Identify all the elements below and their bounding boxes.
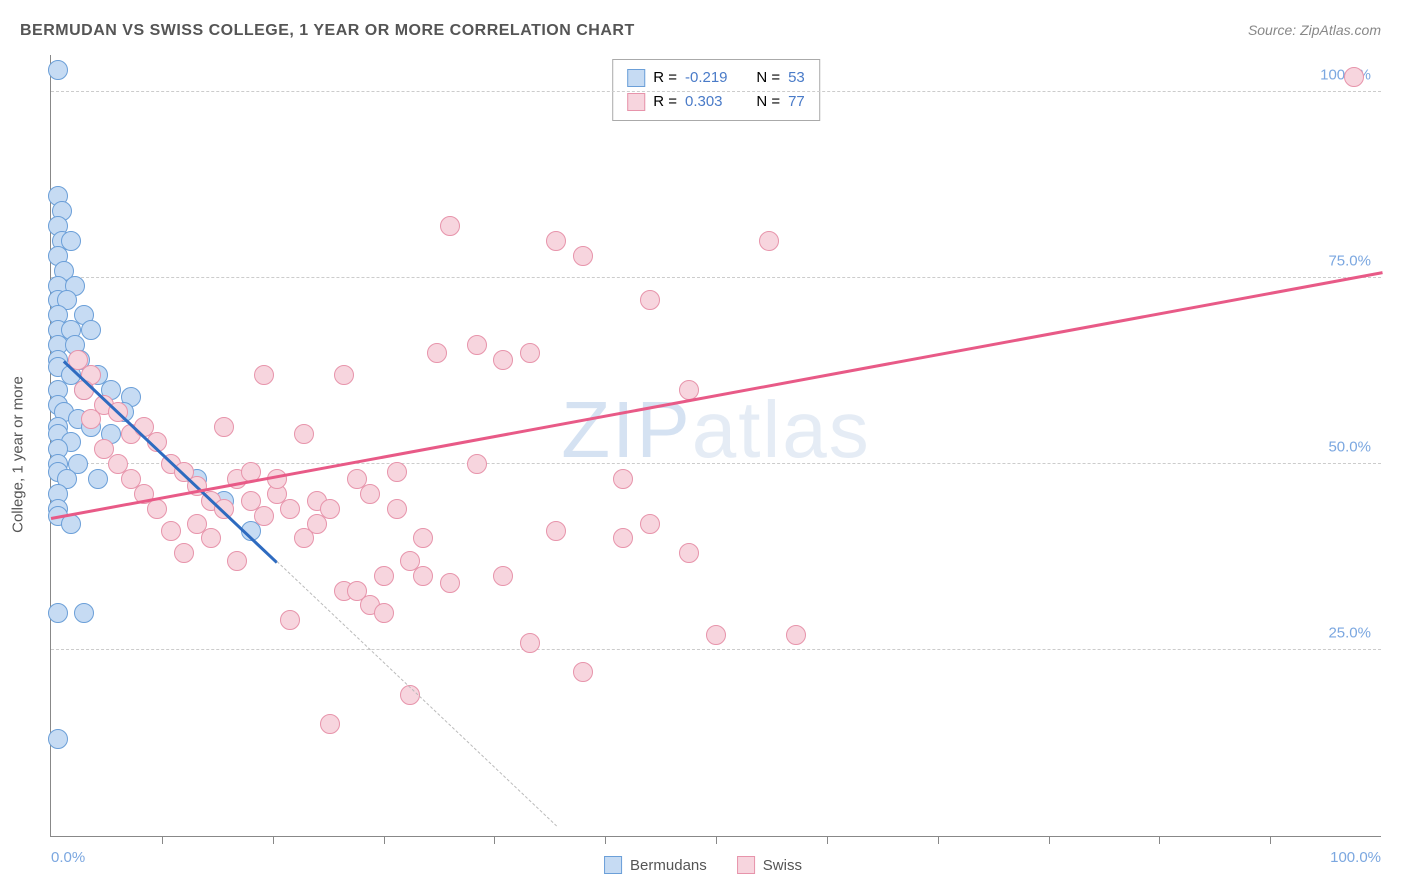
x-tick	[384, 836, 385, 844]
legend-label: Bermudans	[630, 857, 707, 874]
data-point	[374, 603, 394, 623]
y-tick-label: 25.0%	[1328, 625, 1371, 642]
legend-swatch	[604, 856, 622, 874]
data-point	[360, 484, 380, 504]
chart-title: BERMUDAN VS SWISS COLLEGE, 1 YEAR OR MOR…	[20, 22, 635, 40]
stat-n-value: 53	[788, 66, 805, 90]
data-point	[74, 603, 94, 623]
data-point	[440, 216, 460, 236]
x-tick-label: 100.0%	[1330, 849, 1381, 866]
data-point	[613, 469, 633, 489]
data-point	[640, 290, 660, 310]
gridline	[51, 649, 1381, 650]
data-point	[88, 469, 108, 489]
data-point	[48, 60, 68, 80]
series-swatch	[627, 93, 645, 111]
stat-n-label: N =	[748, 66, 780, 90]
data-point	[573, 246, 593, 266]
stats-row: R = 0.303 N = 77	[627, 90, 805, 114]
gridline	[51, 277, 1381, 278]
data-point	[493, 350, 513, 370]
x-tick	[1270, 836, 1271, 844]
x-tick	[162, 836, 163, 844]
x-tick	[716, 836, 717, 844]
data-point	[759, 231, 779, 251]
watermark: ZIPatlas	[561, 384, 870, 476]
data-point	[307, 514, 327, 534]
plot-area: ZIPatlas R = -0.219 N = 53R = 0.303 N = …	[50, 55, 1381, 837]
data-point	[48, 729, 68, 749]
stats-legend-box: R = -0.219 N = 53R = 0.303 N = 77	[612, 59, 820, 121]
x-tick	[1049, 836, 1050, 844]
chart-container: BERMUDAN VS SWISS COLLEGE, 1 YEAR OR MOR…	[0, 0, 1406, 892]
stats-row: R = -0.219 N = 53	[627, 66, 805, 90]
data-point	[427, 343, 447, 363]
data-point	[520, 633, 540, 653]
data-point	[573, 662, 593, 682]
data-point	[387, 499, 407, 519]
x-tick	[827, 836, 828, 844]
data-point	[174, 543, 194, 563]
data-point	[640, 514, 660, 534]
gridline	[51, 91, 1381, 92]
data-point	[280, 610, 300, 630]
legend-swatch	[737, 856, 755, 874]
stat-n-label: N =	[748, 90, 780, 114]
data-point	[520, 343, 540, 363]
x-tick	[1159, 836, 1160, 844]
data-point	[201, 528, 221, 548]
data-point	[546, 521, 566, 541]
y-axis-label: College, 1 year or more	[10, 376, 27, 533]
data-point	[467, 335, 487, 355]
stat-r-value: 0.303	[685, 90, 740, 114]
data-point	[81, 320, 101, 340]
x-tick	[494, 836, 495, 844]
legend-label: Swiss	[763, 857, 802, 874]
data-point	[440, 573, 460, 593]
data-point	[679, 543, 699, 563]
source-label: Source: ZipAtlas.com	[1248, 22, 1381, 38]
data-point	[706, 625, 726, 645]
legend-item: Swiss	[737, 856, 802, 874]
y-tick-label: 75.0%	[1328, 253, 1371, 270]
x-tick-label: 0.0%	[51, 849, 85, 866]
x-tick	[273, 836, 274, 844]
data-point	[413, 566, 433, 586]
data-point	[613, 528, 633, 548]
legend-item: Bermudans	[604, 856, 707, 874]
data-point	[786, 625, 806, 645]
data-point	[214, 417, 234, 437]
data-point	[280, 499, 300, 519]
series-swatch	[627, 69, 645, 87]
x-tick	[605, 836, 606, 844]
data-point	[147, 499, 167, 519]
trend-line	[51, 271, 1382, 519]
data-point	[467, 454, 487, 474]
trend-extension	[277, 562, 557, 827]
data-point	[493, 566, 513, 586]
x-tick	[938, 836, 939, 844]
y-tick-label: 50.0%	[1328, 439, 1371, 456]
data-point	[387, 462, 407, 482]
stat-n-value: 77	[788, 90, 805, 114]
data-point	[413, 528, 433, 548]
data-point	[320, 714, 340, 734]
data-point	[254, 506, 274, 526]
stat-r-label: R =	[653, 90, 677, 114]
data-point	[227, 551, 247, 571]
data-point	[48, 603, 68, 623]
data-point	[374, 566, 394, 586]
bottom-legend: Bermudans Swiss	[604, 856, 802, 874]
data-point	[546, 231, 566, 251]
data-point	[214, 499, 234, 519]
data-point	[161, 521, 181, 541]
data-point	[81, 409, 101, 429]
stat-r-label: R =	[653, 66, 677, 90]
data-point	[334, 365, 354, 385]
stat-r-value: -0.219	[685, 66, 740, 90]
data-point	[1344, 67, 1364, 87]
data-point	[254, 365, 274, 385]
data-point	[294, 424, 314, 444]
